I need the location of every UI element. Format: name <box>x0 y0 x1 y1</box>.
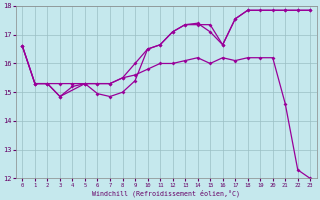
X-axis label: Windchill (Refroidissement éolien,°C): Windchill (Refroidissement éolien,°C) <box>92 189 240 197</box>
